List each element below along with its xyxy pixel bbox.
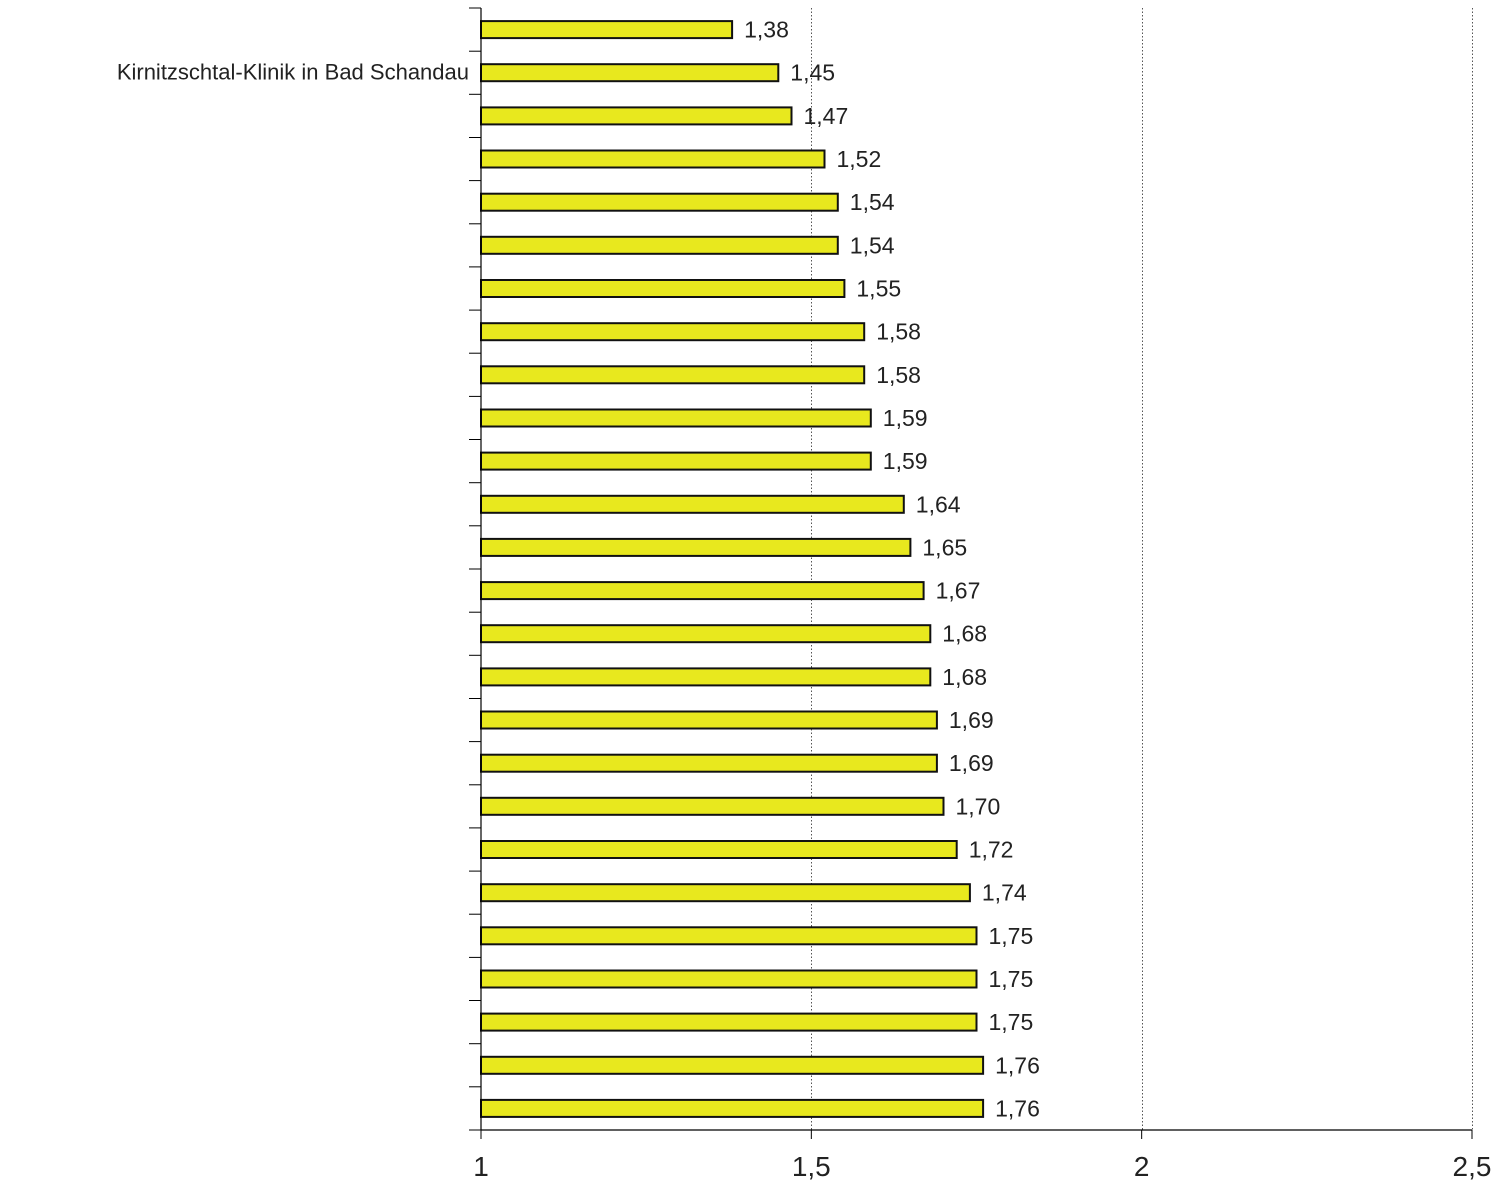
- data-label: 1,47: [804, 103, 849, 129]
- bar: [480, 537, 912, 557]
- data-label: 1,74: [982, 880, 1027, 906]
- x-tick-label: 2: [1134, 1151, 1150, 1182]
- bar: [480, 883, 971, 903]
- bar: [480, 710, 938, 730]
- bar: [480, 494, 905, 514]
- data-label: 1,58: [876, 319, 921, 345]
- bar: [480, 1055, 985, 1075]
- bars: [480, 20, 985, 1118]
- bar: [480, 969, 978, 989]
- x-tick-label: 1: [473, 1151, 489, 1182]
- data-label: 1,69: [949, 750, 994, 776]
- category-label: Kirnitzschtal-Klinik in Bad Schandau: [117, 60, 469, 85]
- bar: [480, 192, 839, 212]
- data-label: 1,76: [995, 1095, 1040, 1121]
- data-label: 1,38: [744, 17, 789, 43]
- bar: [480, 322, 866, 342]
- data-label: 1,54: [850, 232, 895, 258]
- data-label: 1,65: [922, 534, 967, 560]
- data-label: 1,52: [837, 146, 882, 172]
- bar: [480, 1098, 985, 1118]
- bar: [480, 408, 872, 428]
- data-label: 1,76: [995, 1052, 1040, 1078]
- x-tick-label: 2,5: [1453, 1151, 1492, 1182]
- bar: [480, 235, 839, 255]
- bar: [480, 926, 978, 946]
- bar: [480, 365, 866, 385]
- labels: 1,381,45 Kirnitzschtal-Klinik in Bad Scha…: [117, 17, 1492, 1182]
- data-label: 1,75: [989, 1009, 1034, 1035]
- data-label: 1,64: [916, 491, 961, 517]
- bar: [480, 451, 872, 471]
- bar: [480, 753, 938, 773]
- gridlines: [811, 8, 1473, 1130]
- bar: [480, 796, 945, 816]
- data-label: 1,54: [850, 189, 895, 215]
- data-label: 1,75: [989, 966, 1034, 992]
- data-label: 1,45: [790, 60, 835, 86]
- bar: [480, 20, 734, 40]
- bar: [480, 1012, 978, 1032]
- data-label: 1,68: [942, 621, 987, 647]
- bar: [480, 581, 925, 601]
- data-label: 1,70: [956, 793, 1001, 819]
- data-label: 1,68: [942, 664, 987, 690]
- bar: [480, 624, 932, 644]
- data-label: 1,69: [949, 707, 994, 733]
- x-tick-label: 1,5: [792, 1151, 831, 1182]
- bar: [480, 667, 932, 687]
- axes: [469, 7, 1473, 1139]
- data-label: 1,59: [883, 448, 928, 474]
- data-label: 1,58: [876, 362, 921, 388]
- data-label: 1,55: [856, 276, 901, 302]
- bar: [480, 106, 793, 126]
- data-label: 1,75: [989, 923, 1034, 949]
- bar: [480, 279, 846, 298]
- data-label: 1,72: [969, 837, 1014, 863]
- bar: [480, 149, 826, 169]
- data-label: 1,67: [936, 578, 981, 604]
- bar: [480, 840, 958, 859]
- bar: [480, 63, 780, 83]
- data-label: 1,59: [883, 405, 928, 431]
